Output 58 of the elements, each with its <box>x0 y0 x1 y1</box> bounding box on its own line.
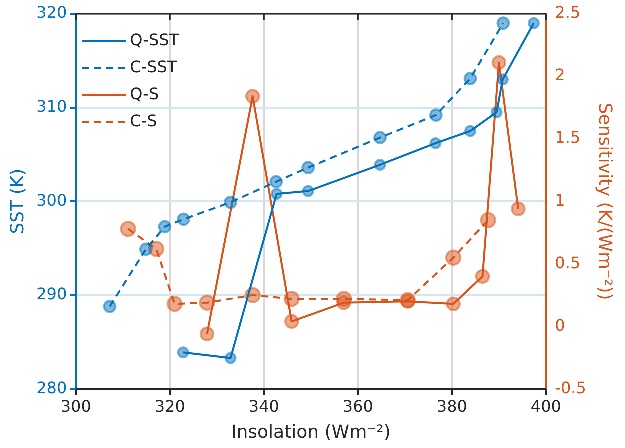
y2-tick-label: 2.5 <box>555 3 581 22</box>
x-tick-label: 320 <box>154 396 186 416</box>
point <box>224 196 238 210</box>
point <box>429 108 443 122</box>
point <box>475 269 490 284</box>
legend-label: Q-SST <box>130 30 180 50</box>
y-tick-label: 320 <box>36 3 68 22</box>
point <box>492 55 507 70</box>
point <box>446 296 461 312</box>
point <box>103 300 117 314</box>
point <box>120 221 136 238</box>
point <box>464 72 478 86</box>
y2-tick-label: 2 <box>555 66 566 85</box>
point <box>200 326 215 342</box>
y-tick-label: 290 <box>36 284 68 304</box>
point <box>270 175 284 189</box>
y-tick-label: 280 <box>36 378 68 398</box>
y2-tick-label: 1 <box>555 190 566 210</box>
point <box>139 242 153 256</box>
x-tick-label: 360 <box>342 396 374 416</box>
point <box>302 161 316 175</box>
x-tick-label: 400 <box>530 396 562 416</box>
point <box>199 294 216 312</box>
point <box>464 125 477 138</box>
x-tick-label: 340 <box>248 396 280 416</box>
point <box>374 131 387 145</box>
point <box>177 346 190 359</box>
point <box>177 212 190 226</box>
y2-tick-label: -0.5 <box>555 378 586 398</box>
point <box>496 74 509 86</box>
point <box>224 352 237 364</box>
x-axis-title: Insolation (Wm⁻²) <box>231 422 391 443</box>
point <box>496 16 510 30</box>
point <box>245 89 260 104</box>
point <box>158 220 172 234</box>
point <box>511 202 526 217</box>
point <box>336 296 352 310</box>
point <box>284 314 300 330</box>
point <box>374 159 386 172</box>
y-tick-label: 300 <box>36 190 68 210</box>
legend-label: Q-S <box>130 84 160 104</box>
y2-tick-label: 0 <box>555 316 566 335</box>
point <box>445 250 462 266</box>
point <box>430 137 442 150</box>
point <box>302 185 314 198</box>
point <box>166 296 183 312</box>
point <box>270 188 283 200</box>
y-tick-label: 310 <box>36 96 68 116</box>
y-axis-title: SST (K) <box>7 168 28 234</box>
y2-tick-label: 1.5 <box>555 128 581 148</box>
y2-axis-title: Sensitivity (K/(Wm⁻²)) <box>594 102 616 300</box>
legend-label: C-SST <box>130 58 178 77</box>
legend-label: C-S <box>130 112 158 131</box>
x-tick-label: 380 <box>436 396 468 416</box>
x-tick-label: 300 <box>60 396 92 416</box>
point <box>490 106 503 118</box>
y2-tick-label: 0.5 <box>555 253 581 272</box>
point <box>528 17 540 30</box>
